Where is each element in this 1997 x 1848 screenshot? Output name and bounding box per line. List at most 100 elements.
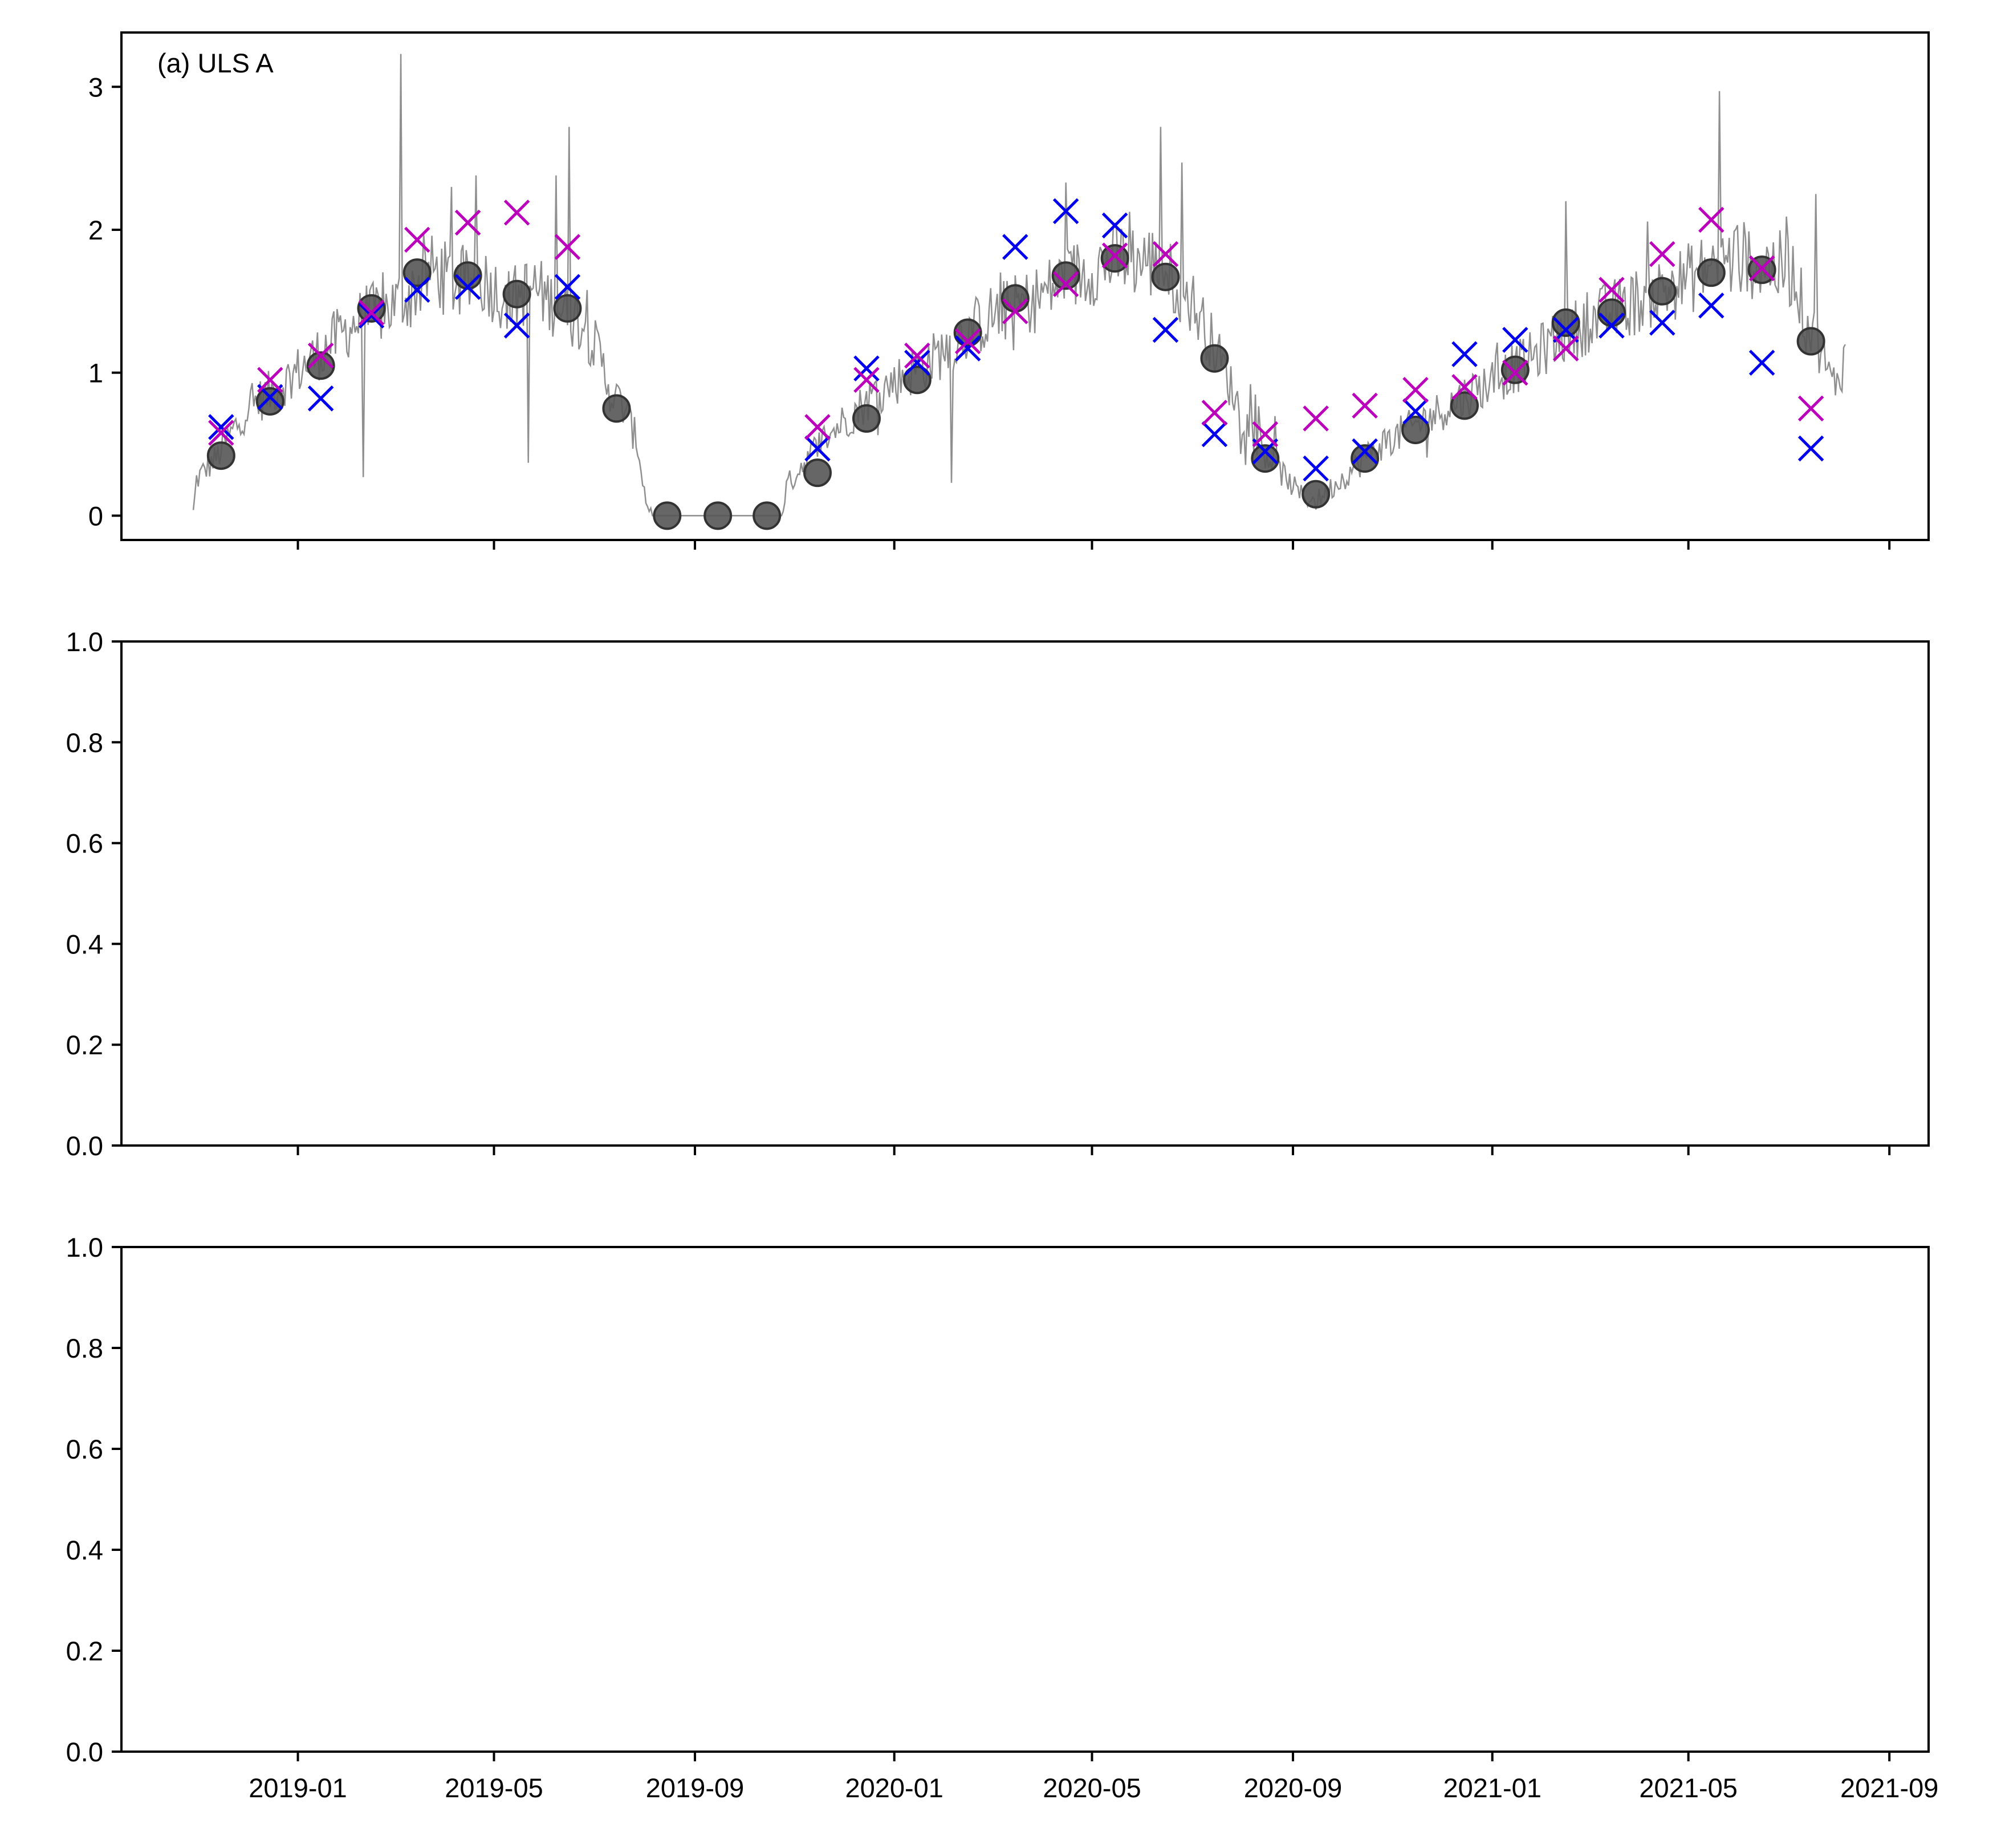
panel-bottom: 0.0 0.2 0.4 0.6 0.8 1.0 2019-01 2019-05 2019-09… bbox=[66, 1232, 1939, 1803]
blue-cross-marker bbox=[1002, 234, 1028, 260]
circle-marker bbox=[803, 458, 832, 488]
blue-cross-marker bbox=[358, 302, 385, 329]
y-tick-label: 0 bbox=[88, 501, 103, 531]
blue-cross-marker bbox=[1748, 350, 1775, 376]
x-tick-label: 2019-05 bbox=[445, 1773, 543, 1803]
circle-marker bbox=[306, 351, 335, 380]
axes-frame-bottom bbox=[120, 1246, 1930, 1753]
magenta-cross-marker bbox=[208, 420, 234, 446]
y-axis-middle: 0.0 0.2 0.4 0.6 0.8 1.0 bbox=[66, 627, 121, 1161]
magenta-cross-marker bbox=[954, 328, 981, 355]
y-tick-label: 0.6 bbox=[66, 828, 103, 859]
blue-cross-marker bbox=[1352, 438, 1378, 465]
blue-cross-marker bbox=[454, 274, 481, 300]
blue-cross-layer bbox=[208, 198, 1824, 482]
y-tick-label: 0.0 bbox=[66, 1131, 103, 1161]
magenta-cross-marker bbox=[1797, 395, 1824, 422]
circle-marker bbox=[1551, 308, 1580, 337]
magenta-cross-marker bbox=[1748, 255, 1775, 282]
blue-cross-marker bbox=[307, 385, 334, 412]
blue-cross-marker bbox=[404, 277, 430, 303]
blue-cross-marker bbox=[1797, 435, 1824, 462]
circle-marker bbox=[1597, 298, 1626, 327]
y-axis-bottom: 0.0 0.2 0.4 0.6 0.8 1.0 bbox=[66, 1232, 121, 1767]
blue-cross-marker bbox=[1599, 312, 1625, 339]
circle-marker bbox=[852, 404, 881, 433]
y-tick-label: 2 bbox=[88, 215, 103, 245]
magenta-cross-marker bbox=[1201, 400, 1228, 426]
y-tick-label: 0.4 bbox=[66, 929, 103, 959]
circle-marker bbox=[206, 441, 235, 470]
panel-annotation: (a) ULS A bbox=[157, 48, 274, 78]
blue-cross-marker bbox=[853, 355, 880, 381]
magenta-cross-marker bbox=[454, 209, 481, 236]
circle-marker bbox=[453, 261, 482, 290]
blue-cross-marker bbox=[1698, 293, 1725, 319]
blue-cross-marker bbox=[1552, 316, 1579, 343]
circle-marker bbox=[553, 294, 582, 323]
circle-marker bbox=[1450, 391, 1479, 420]
magenta-cross-marker bbox=[1552, 335, 1579, 362]
circle-marker bbox=[255, 387, 284, 416]
blue-cross-marker bbox=[1402, 398, 1429, 425]
magenta-cross-marker bbox=[1599, 277, 1625, 303]
x-tick-label: 2020-01 bbox=[845, 1773, 943, 1803]
x-tick-label: 2021-01 bbox=[1443, 1773, 1542, 1803]
circle-marker bbox=[1200, 344, 1229, 373]
magenta-cross-marker bbox=[904, 342, 930, 369]
circle-marker bbox=[602, 394, 631, 423]
x-tick-label: 2020-09 bbox=[1244, 1773, 1343, 1803]
circle-marker bbox=[902, 365, 932, 395]
blue-cross-marker bbox=[1052, 198, 1079, 225]
circle-marker bbox=[357, 294, 386, 323]
blue-cross-marker bbox=[1451, 341, 1478, 367]
blue-cross-marker bbox=[554, 274, 581, 300]
x-tick-label: 2020-05 bbox=[1043, 1773, 1141, 1803]
y-tick-label: 0.4 bbox=[66, 1535, 103, 1565]
y-tick-label: 0.2 bbox=[66, 1030, 103, 1060]
y-tick-label: 1.0 bbox=[66, 627, 103, 657]
circle-marker bbox=[502, 279, 531, 308]
magenta-cross-marker bbox=[1698, 206, 1725, 233]
circle-marker bbox=[653, 501, 682, 530]
blue-cross-marker bbox=[503, 312, 530, 339]
x-axis-middle bbox=[296, 1146, 1891, 1155]
circle-marker bbox=[1401, 415, 1430, 444]
magenta-cross-marker bbox=[404, 226, 430, 253]
circle-marker bbox=[1697, 258, 1726, 287]
magenta-cross-marker bbox=[1303, 405, 1329, 432]
y-tick-label: 3 bbox=[88, 72, 103, 102]
x-tick-labels: 2019-01 2019-05 2019-09 2020-01 2020-05 2020-… bbox=[249, 1773, 1938, 1803]
magenta-cross-marker bbox=[257, 367, 283, 393]
circle-marker bbox=[402, 258, 432, 287]
circle-marker bbox=[1051, 261, 1080, 290]
y-tick-label: 1.0 bbox=[66, 1232, 103, 1262]
axes-frame-middle bbox=[120, 640, 1930, 1147]
blue-cross-marker bbox=[1502, 327, 1528, 353]
blue-cross-marker bbox=[1152, 316, 1179, 343]
blue-cross-marker bbox=[954, 335, 981, 362]
blue-cross-marker bbox=[208, 414, 234, 440]
circle-marker-layer bbox=[206, 244, 1825, 530]
circle-marker bbox=[1648, 277, 1677, 306]
y-tick-label: 1 bbox=[88, 358, 103, 388]
circle-marker bbox=[1796, 327, 1825, 356]
panel-middle: 0.0 0.2 0.4 0.6 0.8 1.0 bbox=[66, 627, 1930, 1161]
magenta-cross-marker bbox=[554, 234, 581, 260]
x-tick-label: 2021-09 bbox=[1840, 1773, 1939, 1803]
x-tick-label: 2019-01 bbox=[249, 1773, 347, 1803]
magenta-cross-marker bbox=[307, 342, 334, 369]
magenta-cross-marker bbox=[853, 367, 880, 393]
y-tick-label: 0.8 bbox=[66, 728, 103, 758]
magenta-cross-layer bbox=[208, 200, 1824, 448]
x-tick-label: 2021-05 bbox=[1639, 1773, 1738, 1803]
blue-cross-marker bbox=[1101, 212, 1128, 239]
circle-marker bbox=[1301, 480, 1331, 509]
x-axis-bottom bbox=[296, 1752, 1891, 1761]
circle-marker bbox=[1251, 444, 1280, 473]
circle-marker bbox=[1000, 284, 1030, 313]
circle-marker bbox=[1151, 262, 1180, 291]
blue-cross-marker bbox=[1649, 310, 1675, 336]
